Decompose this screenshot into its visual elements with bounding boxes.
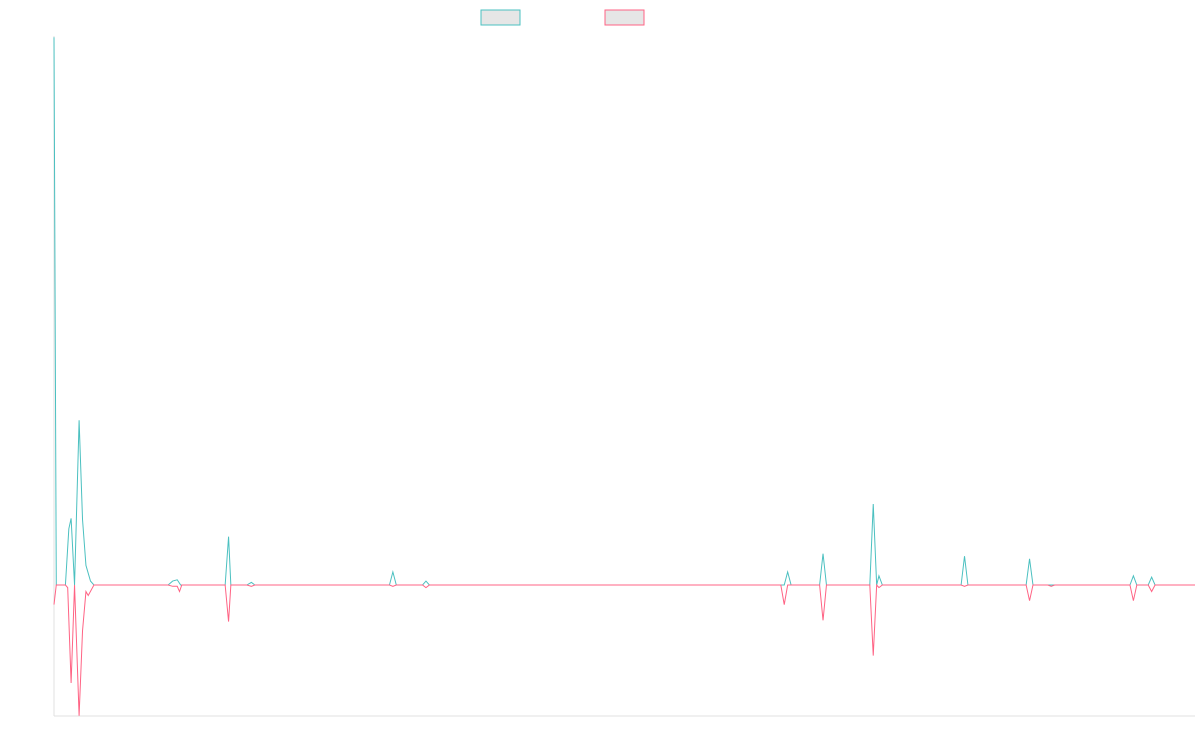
legend-swatch-2[interactable] [604,9,645,26]
plot-area [53,36,1195,717]
series-line-1 [53,37,1195,586]
legend-swatch-1[interactable] [480,9,521,26]
series-line-2 [53,583,1195,716]
legend[interactable] [480,9,645,26]
